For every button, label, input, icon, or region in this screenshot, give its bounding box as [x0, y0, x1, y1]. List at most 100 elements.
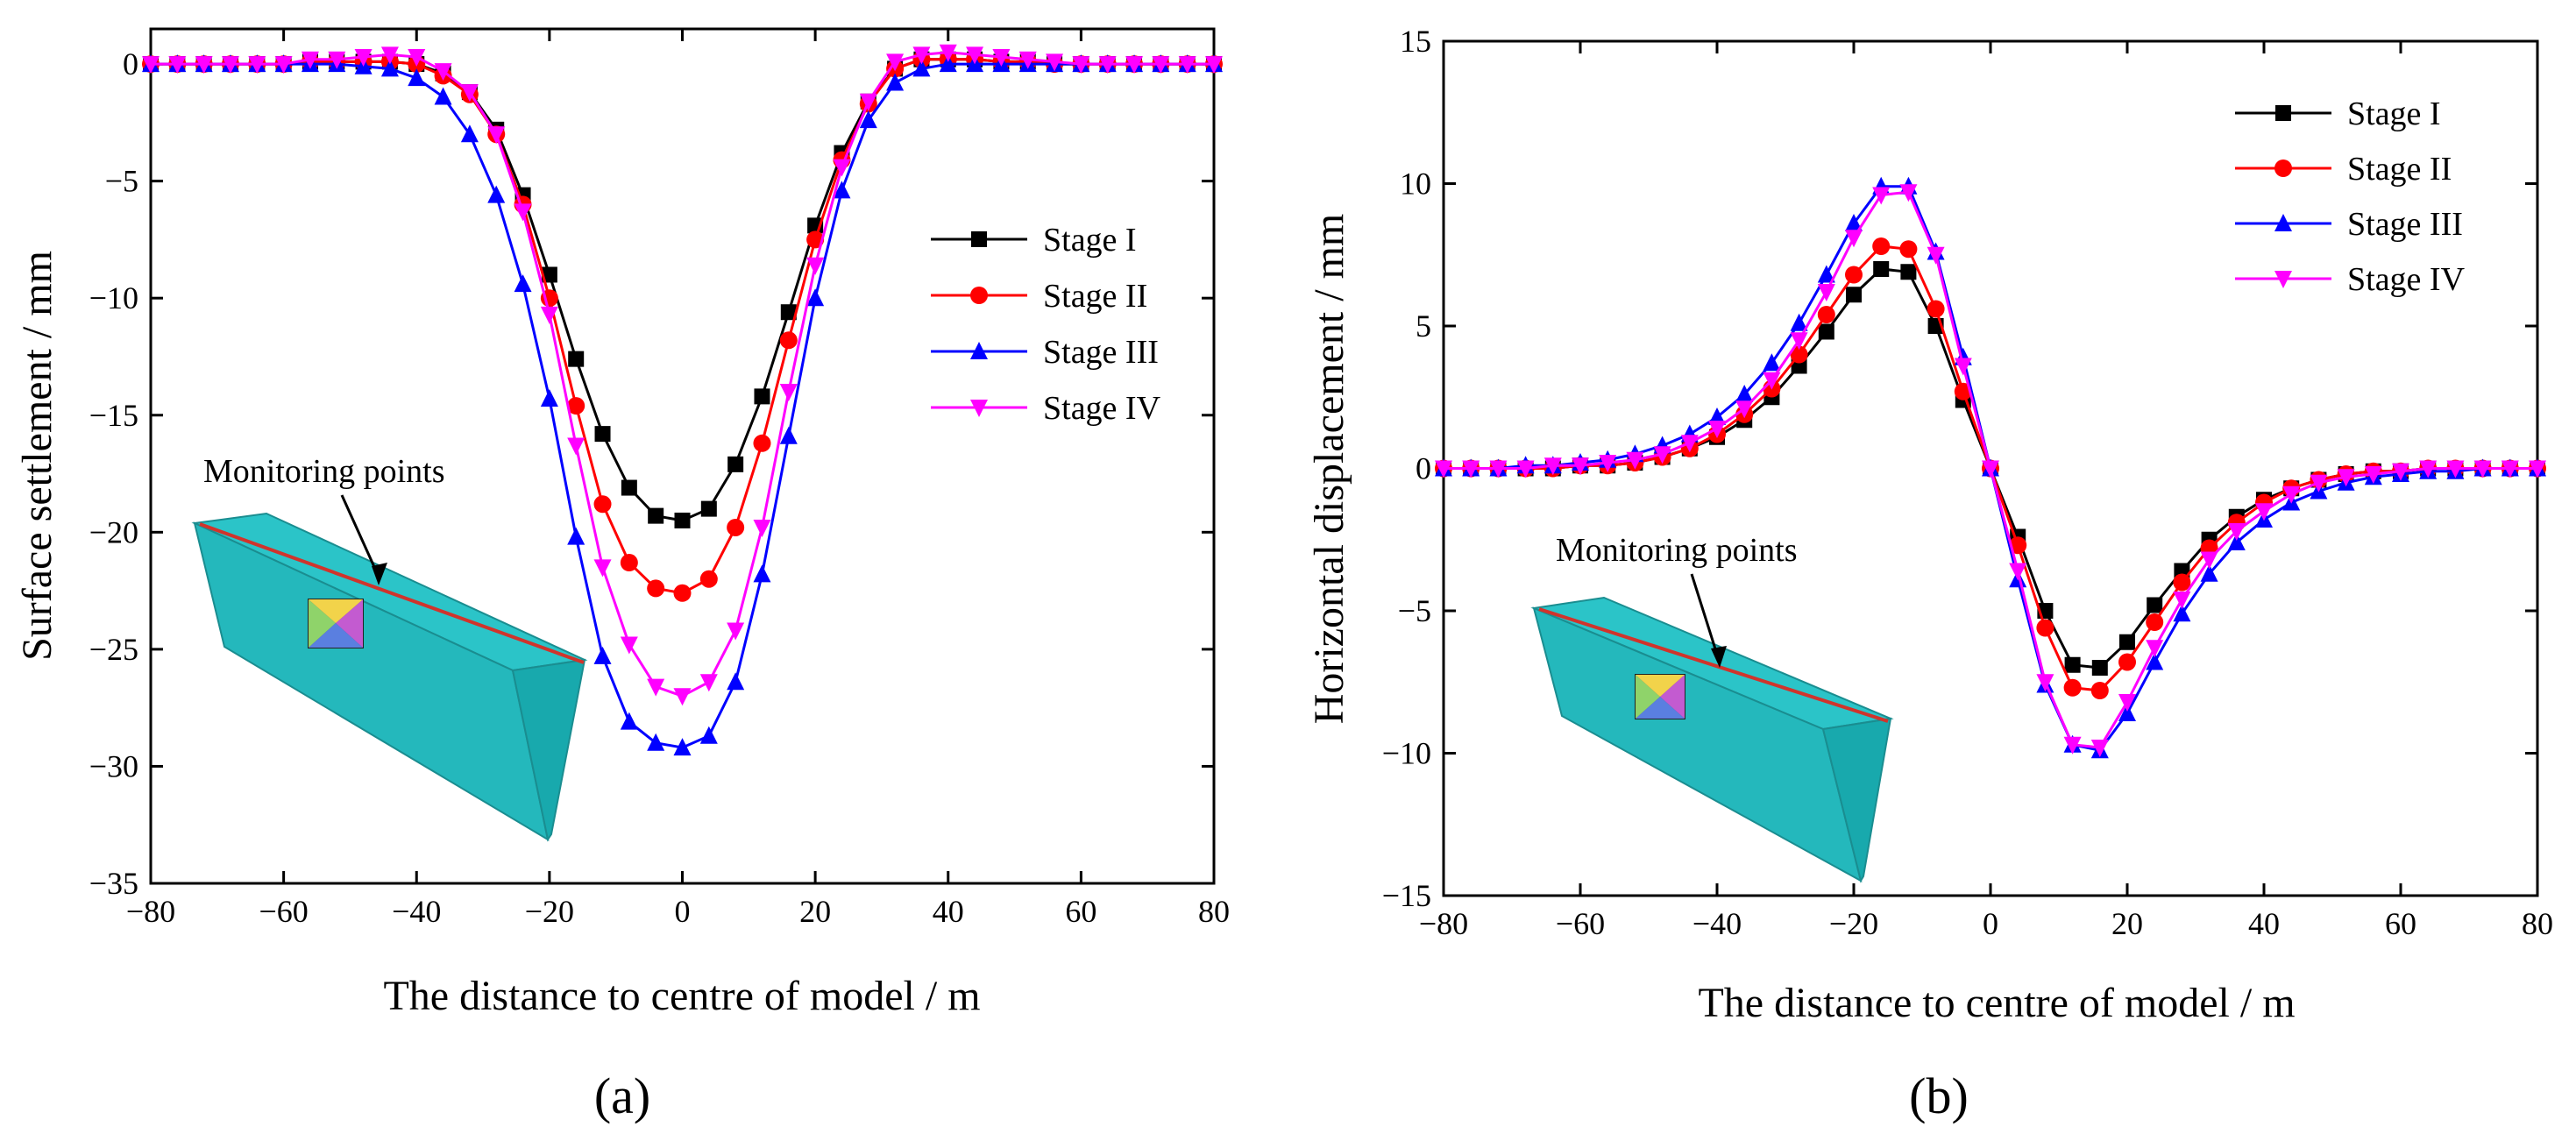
data-point [2200, 563, 2218, 582]
x-tick-label: −80 [1419, 906, 1468, 941]
panel-a-annotation-arrow [340, 494, 380, 578]
monitoring-line [199, 522, 585, 664]
data-point [434, 63, 452, 81]
x-tick-label: 80 [1198, 894, 1230, 929]
y-tick-label: −15 [1382, 878, 1431, 913]
data-point [514, 274, 532, 293]
data-point [2392, 463, 2409, 481]
data-point [1626, 451, 1644, 470]
data-point [1845, 214, 1863, 231]
data-point [806, 288, 825, 307]
legend-item: Stage I [931, 222, 1137, 259]
data-point [1982, 460, 1999, 478]
data-point [727, 622, 745, 641]
data-point [833, 181, 851, 199]
data-point [1790, 345, 1808, 364]
x-tick-label: 40 [2248, 906, 2280, 941]
data-point [1873, 261, 1890, 277]
legend-item: Stage IV [931, 390, 1161, 427]
y-tick-label: −20 [89, 514, 138, 549]
x-tick-label: 60 [1065, 894, 1096, 929]
data-point [540, 389, 558, 407]
data-point [2118, 653, 2136, 671]
data-point [1763, 353, 1781, 372]
panel-b-ticks: −80 −60 −40 −20 0 20 40 60 80 15 10 5 0 −5 −10 −15 [1382, 24, 2553, 941]
tunnel-cross-section-icon [308, 599, 364, 648]
data-point [673, 688, 692, 706]
data-point [620, 636, 638, 655]
data-point [2282, 485, 2301, 504]
panel-b-annotation-arrow [1690, 573, 1720, 658]
data-point [1790, 332, 1808, 351]
data-point [593, 495, 612, 514]
panel-a-xlabel: The distance to centre of model / m [383, 973, 980, 1019]
data-point [2200, 551, 2218, 570]
data-point [248, 56, 266, 74]
y-tick-label: 0 [1416, 451, 1431, 486]
panel-b-xlabel: The distance to centre of model / m [1698, 980, 2295, 1026]
y-tick-label: −10 [89, 280, 138, 315]
legend-label: Stage I [1043, 222, 1137, 259]
data-point [2310, 474, 2328, 493]
legend-item: Stage I [2235, 96, 2441, 132]
data-point [1572, 457, 1589, 476]
data-point [1927, 246, 1945, 265]
panel-a-series [142, 44, 1223, 756]
data-point [886, 73, 905, 91]
data-point [168, 56, 187, 74]
data-point [2337, 469, 2355, 487]
data-point [2173, 604, 2191, 622]
data-point [647, 733, 665, 751]
data-point [886, 53, 905, 72]
data-point [1205, 56, 1223, 74]
data-point [2091, 660, 2108, 676]
y-tick-label: −15 [89, 398, 138, 433]
x-tick-label: 0 [675, 894, 691, 929]
data-point [2146, 640, 2164, 658]
data-point [2118, 704, 2136, 721]
data-point [142, 56, 160, 74]
data-point [647, 678, 665, 697]
data-point [1462, 460, 1480, 478]
data-point [1152, 56, 1170, 74]
x-tick-label: −60 [1556, 906, 1605, 941]
data-point [221, 56, 239, 74]
legend-item: Stage III [2235, 206, 2463, 243]
data-point [806, 230, 825, 249]
data-point [1543, 457, 1562, 476]
data-point [1435, 460, 1452, 478]
legend-label: Stage IV [2347, 261, 2466, 298]
data-point [2146, 613, 2164, 631]
legend-label: Stage III [1043, 334, 1159, 371]
y-tick-label: −35 [89, 866, 138, 901]
series-stage-iv [142, 44, 1223, 706]
data-point [1790, 313, 1808, 331]
x-tick-label: −40 [392, 894, 441, 929]
data-point [487, 185, 506, 203]
data-point [833, 159, 851, 177]
data-point [1098, 56, 1117, 74]
panel-b-annotation-arrowhead [1711, 646, 1727, 668]
data-point [1899, 240, 1918, 259]
data-point [1735, 400, 1754, 419]
data-point [2501, 460, 2519, 478]
data-point [567, 397, 585, 415]
y-tick-label: −5 [1398, 593, 1431, 628]
data-point [594, 426, 611, 443]
data-point [380, 46, 399, 65]
data-point [1072, 56, 1090, 74]
x-tick-label: 60 [2385, 906, 2416, 941]
x-tick-label: 20 [2111, 906, 2143, 941]
panel-b-ylabel: Horizontal displacement / mm [1306, 214, 1352, 725]
data-point [779, 331, 798, 350]
data-point [2118, 694, 2136, 712]
x-tick-label: −40 [1692, 906, 1742, 941]
data-point [2446, 460, 2465, 478]
data-point [328, 51, 346, 69]
y-tick-label: −10 [1382, 736, 1431, 771]
data-point [1653, 446, 1671, 464]
panel-a-ylabel: Surface settlement / mm [14, 251, 60, 661]
panel-a-label: (a) [594, 1067, 650, 1124]
y-tick-label: −25 [89, 632, 138, 667]
data-point [2090, 740, 2109, 757]
